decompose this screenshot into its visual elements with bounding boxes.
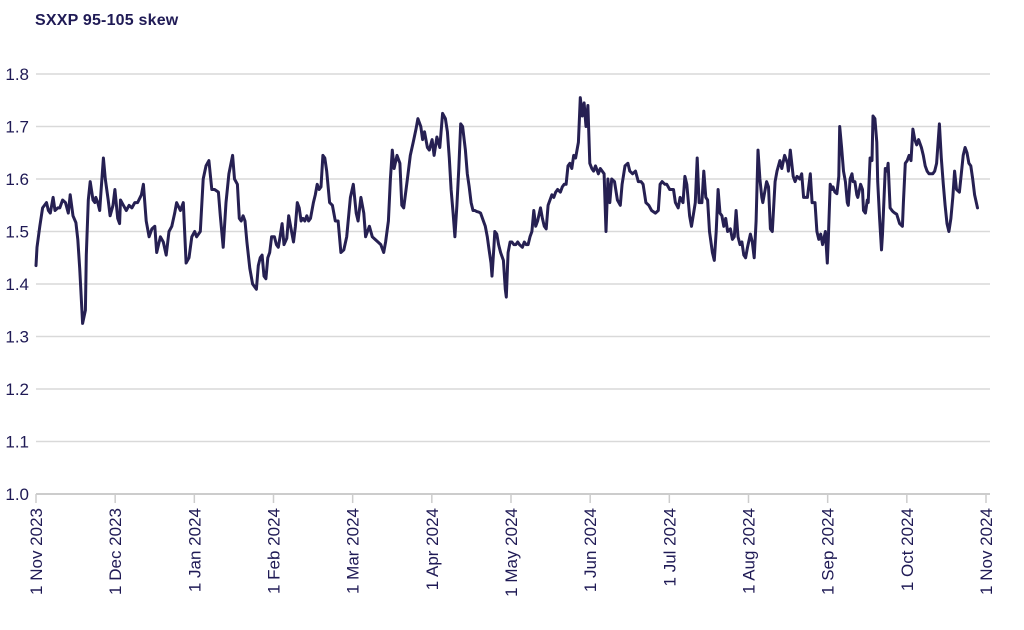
y-axis-label: 1.0 <box>5 485 29 504</box>
x-axis-label: 1 Nov 2024 <box>977 508 996 595</box>
series-line <box>34 96 979 325</box>
x-axis-label: 1 Jun 2024 <box>581 508 600 592</box>
y-axis-label: 1.5 <box>5 223 29 242</box>
y-axis-label: 1.7 <box>5 118 29 137</box>
x-axis-label: 1 Sep 2024 <box>819 508 838 595</box>
chart-title: SXXP 95-105 skew <box>35 12 179 29</box>
x-axis-label: 1 Aug 2024 <box>740 508 759 594</box>
x-axis-label: 1 Nov 2023 <box>27 508 46 595</box>
x-axis-label: 1 Feb 2024 <box>265 508 284 594</box>
x-axis-label: 1 Mar 2024 <box>344 508 363 594</box>
y-axis-label: 1.3 <box>5 328 29 347</box>
y-axis-label: 1.4 <box>5 275 29 294</box>
x-axis-label: 1 Apr 2024 <box>423 508 442 590</box>
x-axis-label: 1 Oct 2024 <box>898 508 917 591</box>
x-axis-label: 1 Dec 2023 <box>106 508 125 595</box>
y-axis-label: 1.2 <box>5 380 29 399</box>
x-axis-label: 1 Jan 2024 <box>185 508 204 592</box>
y-axis-label: 1.1 <box>5 433 29 452</box>
x-axis-label: 1 May 2024 <box>502 508 521 597</box>
y-axis-label: 1.6 <box>5 170 29 189</box>
x-axis-label: 1 Jul 2024 <box>660 508 679 586</box>
y-axis-label: 1.8 <box>5 65 29 84</box>
